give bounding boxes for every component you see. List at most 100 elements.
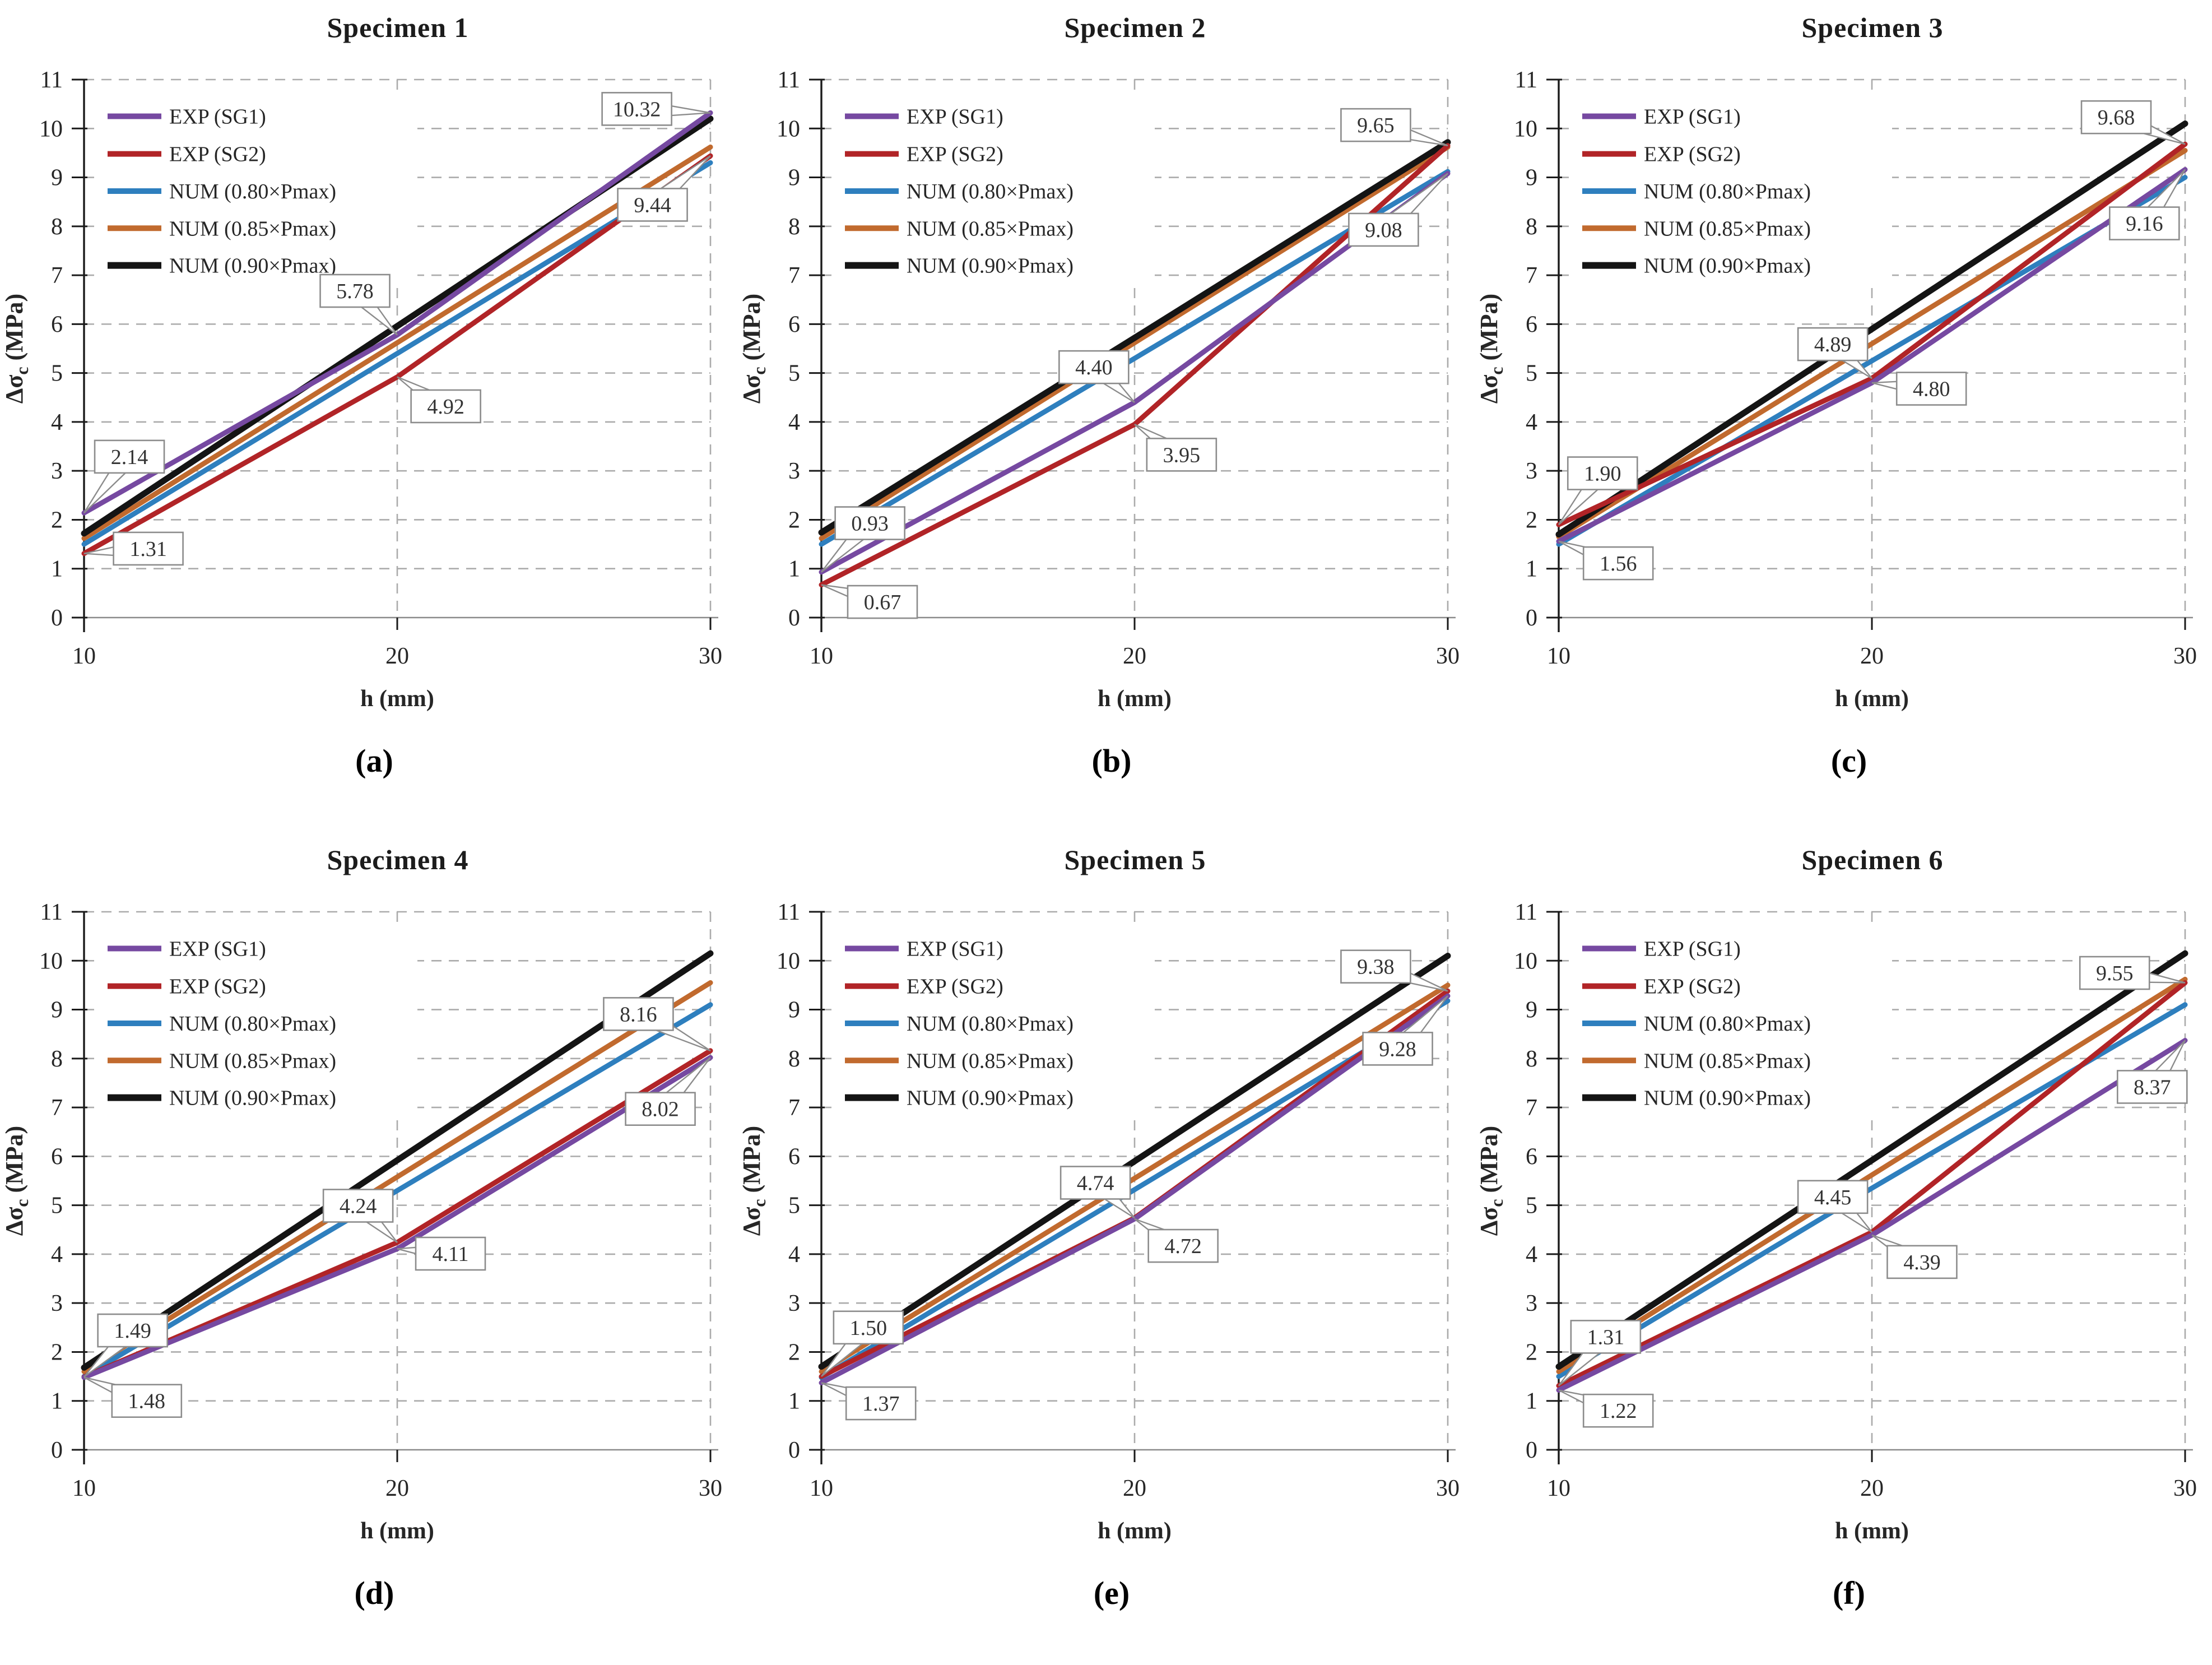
callout-label: 9.55 [2096,962,2134,985]
chart-caption: (f) [1833,1575,1865,1611]
y-tick-label: 0 [1526,1437,1537,1463]
y-tick-label: 2 [1526,1339,1537,1365]
callout-label: 10.32 [613,98,661,121]
callout-box [1567,456,1638,490]
chart-panel-d: Specimen 4 0 1 2 3 4 5 6 7 8 9 10 11 10 20 30 h (mm) Δσc… [0,832,737,1664]
y-tick-label: 6 [788,312,800,337]
y-tick-label: 0 [51,605,63,631]
y-tick-label: 5 [51,1193,63,1219]
y-tick-label: 5 [788,361,800,387]
chart-caption: (d) [354,1575,394,1611]
legend-label: NUM (0.85×Pmax) [169,1049,336,1073]
callout-box [1348,212,1419,247]
y-axis-title: Δσc (MPa) [738,294,769,404]
chart-canvas: 0 1 2 3 4 5 6 7 8 9 10 11 10 20 30 h (mm) Δσc (MPa) EXP (… [738,67,1460,712]
legend-label: EXP (SG2) [169,143,266,166]
callout-box [1797,327,1869,361]
y-tick-label: 8 [1526,1046,1537,1072]
y-tick-label: 0 [788,1437,800,1463]
callout-label: 0.67 [864,591,901,614]
legend-background [98,93,417,281]
chart-panel-c: Specimen 3 0 1 2 3 4 5 6 7 8 9 10 11 10 20 30 h (mm) Δσc… [1475,0,2212,832]
y-tick-label: 8 [51,1046,63,1072]
callout-label: 1.49 [114,1319,151,1343]
callout-box [603,997,674,1031]
callout-label: 1.22 [1600,1399,1637,1423]
callout-label: 5.78 [336,280,374,303]
y-tick-label: 5 [788,1193,800,1219]
x-tick-label: 30 [2173,1476,2197,1501]
y-tick-label: 5 [1526,361,1537,387]
y-tick-label: 9 [788,998,800,1023]
y-axis-title: Δσc (MPa) [1475,1126,1507,1236]
legend-label: EXP (SG1) [1644,937,1741,961]
series-line-num_090 [1555,120,2188,538]
y-axis-title: Δσc (MPa) [1475,294,1507,404]
legend-label: EXP (SG1) [169,105,266,128]
legend-background [1573,925,1892,1114]
y-tick-label: 9 [1526,165,1537,191]
legend-label: NUM (0.85×Pmax) [1644,217,1811,240]
callout-label: 3.95 [1163,443,1201,467]
x-tick-label: 20 [1860,1476,1884,1501]
callout-label: 4.74 [1077,1171,1114,1195]
x-tick-label: 20 [1860,643,1884,669]
series-line-num_085 [819,144,1451,541]
callout-box [1340,108,1411,142]
x-axis-title: h (mm) [1835,686,1909,712]
y-tick-label: 6 [1526,312,1537,337]
y-tick-label: 2 [51,1339,63,1365]
chart-canvas: 0 1 2 3 4 5 6 7 8 9 10 11 10 20 30 h (mm) Δσc (MPa) EXP (… [1,899,722,1544]
callout-box [2079,956,2150,990]
callout-label: 1.31 [1587,1325,1625,1349]
legend-label: NUM (0.85×Pmax) [169,217,336,240]
chart-title: Specimen 5 [1064,844,1206,875]
chart-panel-e: Specimen 5 0 1 2 3 4 5 6 7 8 9 10 11 10 20 30 h (mm) Δσc… [737,832,1475,1664]
chart-panel-f: Specimen 6 0 1 2 3 4 5 6 7 8 9 10 11 10 20 30 h (mm) Δσc… [1475,832,2212,1664]
y-tick-label: 6 [51,312,63,337]
y-tick-label: 8 [788,214,800,240]
legend-background [1573,93,1892,281]
y-tick-label: 10 [777,116,800,142]
callout-box [1058,350,1130,384]
y-tick-label: 11 [40,67,63,93]
callout-label: 9.28 [1379,1037,1416,1061]
callout-box [1570,1320,1642,1354]
chart-title: Specimen 6 [1801,844,1944,875]
callout-label: 1.56 [1600,552,1637,576]
x-tick-label: 10 [1547,1476,1570,1501]
y-tick-label: 7 [788,263,800,289]
callout-label: 8.37 [2134,1075,2171,1099]
callout-label: 0.93 [851,512,889,536]
chart-canvas: 0 1 2 3 4 5 6 7 8 9 10 11 10 20 30 h (mm) Δσc (MPa) EXP (… [1,67,722,712]
legend-background [835,93,1155,281]
y-tick-label: 5 [51,361,63,387]
series-line-num_080 [819,169,1451,547]
y-tick-label: 1 [788,1389,800,1414]
callout-label: 8.02 [642,1098,679,1121]
y-tick-label: 11 [1515,899,1537,925]
callout-box [1895,372,1967,406]
chart-panel-a: Specimen 1 0 1 2 3 4 5 6 7 8 9 10 11 10 20 30 h (mm) Δσc… [0,0,737,832]
callout-box [2080,100,2152,135]
y-tick-label: 4 [1526,1242,1537,1268]
y-tick-label: 11 [1515,67,1537,93]
y-tick-label: 7 [1526,263,1537,289]
callout-box [833,1310,904,1345]
legend-label: NUM (0.80×Pmax) [907,180,1074,203]
x-tick-label: 30 [699,643,722,669]
x-tick-label: 10 [72,1476,96,1501]
x-tick-label: 30 [1436,1476,1460,1501]
callout-label: 4.40 [1075,356,1113,379]
callout-box [617,188,688,222]
series-line-num_090 [818,139,1451,536]
callout-label: 9.44 [634,193,671,217]
chart-caption: (e) [1093,1575,1130,1611]
y-tick-label: 8 [1526,214,1537,240]
chart-title: Specimen 4 [327,844,469,875]
y-tick-label: 3 [1526,458,1537,484]
chart-title: Specimen 1 [327,12,469,43]
chart-panel-b: Specimen 2 0 1 2 3 4 5 6 7 8 9 10 11 10 20 30 h (mm) Δσc… [737,0,1475,832]
y-tick-label: 2 [51,507,63,533]
legend-label: NUM (0.90×Pmax) [1644,1087,1811,1110]
